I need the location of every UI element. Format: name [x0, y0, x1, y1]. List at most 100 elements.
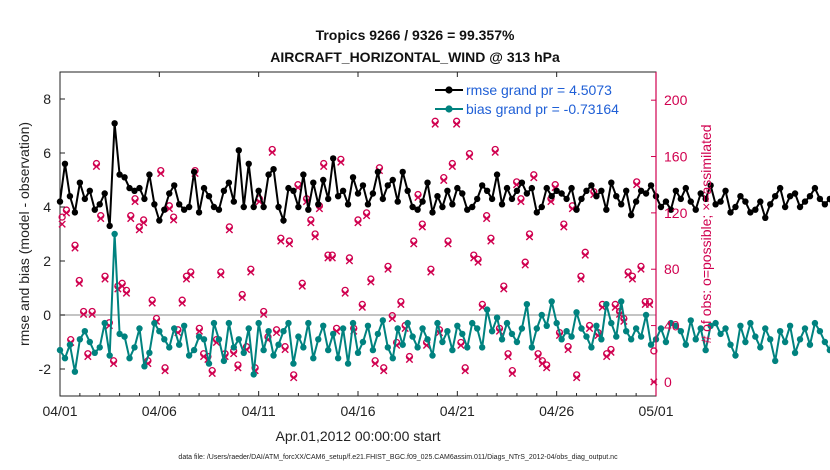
obs-assimilated-marker: [217, 271, 225, 279]
rmse-point: [315, 201, 322, 208]
obs-assimilated-marker: [418, 223, 427, 231]
rmse-point: [603, 206, 610, 213]
rmse-point: [583, 187, 590, 194]
obs-assimilated-marker: [97, 214, 105, 223]
rmse-point: [464, 206, 471, 213]
bias-point: [131, 344, 138, 351]
rmse-point: [682, 184, 689, 192]
obs-assimilated-marker: [229, 350, 238, 358]
bias-point: [627, 336, 635, 343]
rmse-point: [81, 195, 89, 203]
rmse-point: [588, 182, 595, 189]
obs-assimilated-marker: [131, 197, 139, 206]
rmse-point: [593, 193, 600, 200]
y-tick-label: -2: [39, 361, 52, 377]
rmse-point: [270, 166, 277, 173]
rmse-point: [474, 195, 481, 203]
obs-assimilated-marker: [397, 300, 405, 309]
obs-assimilated-marker: [259, 310, 268, 318]
bias-point: [136, 325, 143, 332]
bias-point: [548, 298, 555, 305]
rmse-point: [240, 203, 247, 211]
bias-point: [737, 322, 744, 329]
obs-assimilated-marker: [530, 173, 538, 182]
rmse-point: [305, 206, 312, 213]
bias-point: [126, 355, 133, 362]
obs-assimilated-marker: [127, 214, 135, 223]
bias-point: [464, 344, 471, 351]
rmse-point: [707, 182, 714, 189]
obs-assimilated-marker: [371, 359, 379, 368]
rmse-point: [354, 190, 362, 197]
rmse-point: [548, 193, 555, 200]
obs-assimilated-marker: [504, 352, 512, 361]
bias-series-points: [56, 230, 830, 378]
rmse-point: [156, 217, 163, 224]
obs-assimilated-marker: [534, 352, 542, 361]
bias-point: [786, 322, 794, 329]
obs-assimilated-marker: [109, 359, 118, 368]
obs-assimilated-marker: [272, 328, 281, 337]
rmse-point: [558, 190, 565, 197]
rmse-point: [344, 201, 352, 208]
bias-point: [409, 333, 416, 340]
y-axis-left: -2 0 2 4 6 8: [39, 91, 65, 377]
bias-point: [225, 319, 233, 327]
bias-point: [523, 301, 531, 308]
bias-point: [508, 330, 516, 338]
bias-point: [171, 325, 178, 332]
bias-point: [454, 322, 461, 329]
rmse-point: [762, 214, 769, 221]
bias-point: [776, 328, 784, 335]
rmse-point: [752, 206, 759, 213]
obs-assimilated-marker: [410, 240, 418, 248]
rmse-series-points: [56, 120, 830, 230]
rmse-point: [503, 184, 511, 192]
bias-point: [459, 330, 466, 338]
rmse-point: [61, 160, 69, 167]
obs-assimilated-marker: [427, 268, 435, 276]
obs-assimilated-marker: [452, 120, 461, 128]
rmse-point: [141, 195, 148, 203]
bias-point: [687, 317, 694, 324]
bias-point: [290, 360, 297, 367]
rmse-point: [364, 201, 372, 208]
rmse-point: [260, 203, 267, 211]
rmse-point: [662, 198, 670, 205]
obs-assimilated-marker: [277, 237, 285, 245]
obs-assimilated-marker: [79, 310, 88, 318]
obs-assimilated-marker: [572, 373, 581, 382]
rmse-point: [146, 171, 153, 178]
rmse-point: [508, 195, 516, 203]
obs-assimilated-marker: [281, 345, 289, 354]
rmse-point: [320, 176, 327, 184]
obs-assimilated-marker: [289, 373, 298, 382]
y-tick-label: 4: [43, 199, 51, 215]
rmse-point: [285, 184, 292, 192]
bias-point: [806, 341, 814, 348]
rmse-point: [200, 184, 208, 192]
bias-point: [578, 325, 585, 332]
obs-assimilated-marker: [307, 219, 315, 227]
rmse-point: [116, 171, 123, 178]
rmse-point: [434, 193, 441, 200]
rmse-point: [449, 201, 456, 208]
rmse-point: [776, 184, 784, 192]
obs-assimilated-marker: [440, 176, 448, 185]
obs-assimilated-marker: [637, 265, 645, 273]
obs-assimilated-marker: [431, 120, 439, 128]
rmse-point: [230, 198, 238, 205]
rmse-point: [369, 190, 377, 197]
obs-assimilated-marker: [362, 211, 371, 220]
bias-point: [180, 322, 188, 329]
rmse-point: [245, 160, 252, 167]
rmse-point: [781, 203, 789, 211]
rmse-point: [310, 179, 317, 186]
bias-point: [349, 319, 357, 327]
y2-tick-label: 80: [664, 261, 680, 277]
bias-point: [329, 330, 337, 338]
rmse-point: [608, 179, 615, 186]
rmse-point: [325, 195, 332, 203]
bias-point: [603, 301, 610, 308]
bias-point: [434, 319, 441, 327]
